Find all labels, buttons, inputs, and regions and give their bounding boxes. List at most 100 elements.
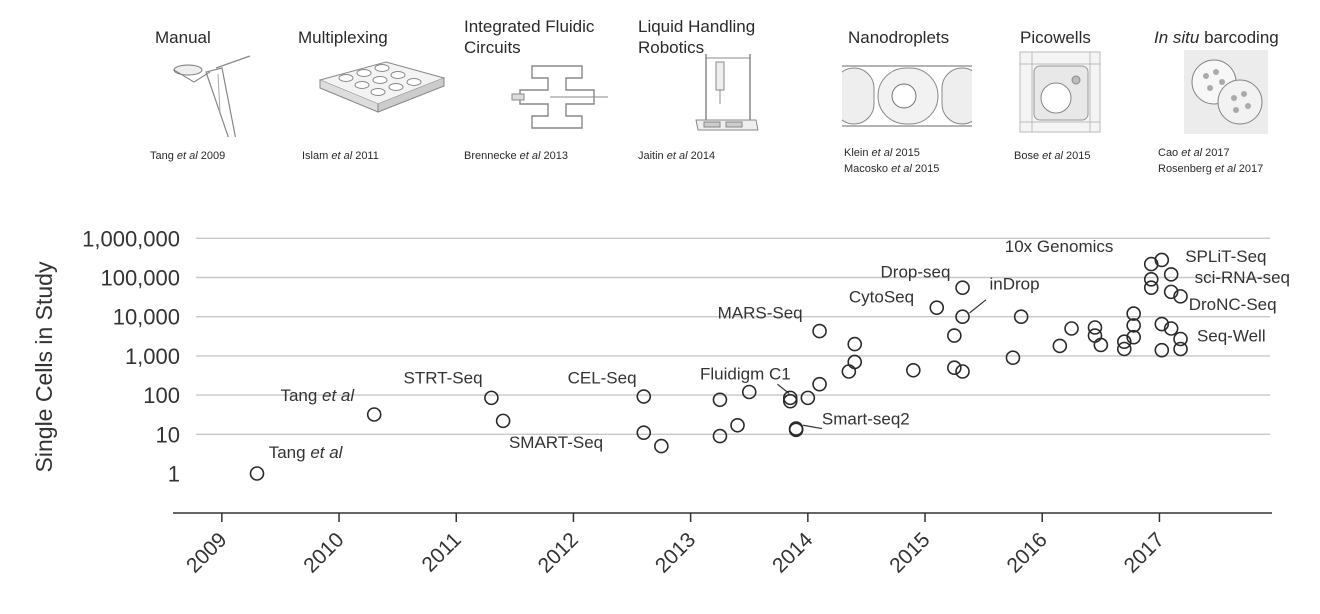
- cells-micrograph-icon: [1184, 50, 1268, 134]
- annotation-label: Tang et al: [280, 386, 355, 405]
- data-point: [812, 323, 827, 339]
- data-point: [782, 393, 798, 409]
- y-tick-label: 100: [143, 383, 180, 408]
- annotation-label: STRT-Seq: [404, 368, 483, 387]
- method-title-line-2: Robotics: [638, 38, 705, 57]
- x-tick-label: 2013: [651, 528, 700, 577]
- x-tick-label: 2009: [182, 528, 231, 577]
- data-point: [1093, 337, 1109, 353]
- y-tick-label: 100,000: [100, 266, 180, 291]
- x-tick-label: 2015: [885, 528, 934, 577]
- method-ref: Brennecke et al 2013: [464, 150, 568, 162]
- method-multiplexing: Multiplexing Islam et al 2011: [298, 0, 446, 190]
- data-point: [730, 417, 745, 433]
- method-ref: Bose et al 2015: [1014, 150, 1091, 162]
- data-point: [1087, 320, 1103, 335]
- data-point: [955, 280, 970, 295]
- method-title: Nanodroplets: [848, 28, 950, 47]
- y-axis-label: Single Cells in Study: [31, 261, 57, 472]
- x-tick-label: 2016: [1002, 528, 1051, 577]
- method-ref-1: Klein et al 2015: [844, 147, 920, 159]
- method-liquid-handling-robotics: Liquid Handling Robotics Jaitin et al 20…: [636, 0, 786, 190]
- multiwell-plate-icon: [318, 61, 446, 113]
- data-point: [1052, 338, 1068, 354]
- data-point: [1154, 252, 1170, 268]
- method-ref: Tang et al 2009: [150, 150, 226, 162]
- leader-line: [803, 424, 823, 430]
- y-tick-label: 1,000,000: [82, 226, 180, 251]
- annotation-label: 10x Genomics: [1005, 237, 1114, 256]
- data-point: [484, 390, 499, 406]
- data-point: [955, 364, 970, 379]
- data-point: [741, 384, 757, 400]
- method-in-situ-barcoding: In situ barcoding Cao et al 2017 Rosenbe…: [1152, 0, 1312, 190]
- data-point: [1005, 350, 1021, 365]
- annotations: Tang et al Tang et al STRT-Seq CEL-Seq SMART…: [269, 237, 1290, 462]
- annotation-label: Smart-seq2: [822, 409, 910, 428]
- method-ref: Jaitin et al 2014: [638, 150, 716, 162]
- annotation-label: DroNC-Seq: [1189, 295, 1277, 314]
- method-picowells: Picowells Bose et al 2015: [1012, 0, 1122, 190]
- x-tick-label: 2012: [534, 528, 583, 577]
- data-point: [1116, 334, 1132, 350]
- data-point: [712, 428, 728, 444]
- droplet-channel-icon: [842, 65, 972, 127]
- data-point: [847, 336, 863, 352]
- y-tick-label: 1: [168, 462, 180, 487]
- y-tick-label: 10,000: [113, 305, 180, 330]
- y-tick-label: 1,000: [125, 344, 180, 369]
- data-point: [1064, 321, 1079, 336]
- fluidic-circuit-icon: [511, 65, 608, 129]
- annotation-label: SMART-Seq: [509, 433, 603, 452]
- data-point: [1154, 342, 1170, 358]
- annotation-label: CEL-Seq: [568, 368, 637, 387]
- data-point: [712, 392, 728, 408]
- method-ref-1: Cao et al 2017: [1158, 147, 1230, 159]
- leader-line: [969, 299, 987, 314]
- data-point: [812, 376, 827, 392]
- annotation-label: Fluidigm C1: [700, 365, 791, 384]
- data-point: [1013, 309, 1029, 325]
- data-point: [1143, 280, 1159, 295]
- data-point: [1173, 341, 1188, 357]
- annotation-label: MARS-Seq: [718, 303, 803, 322]
- liquid-handling-robot-icon: [695, 54, 759, 131]
- data-point: [782, 390, 798, 406]
- annotation-label: CytoSeq: [849, 288, 914, 307]
- annotation-label: sci-RNA-seq: [1195, 268, 1290, 287]
- data-point: [955, 309, 970, 325]
- data-point: [1087, 328, 1103, 343]
- method-title: Multiplexing: [298, 28, 388, 47]
- data-point: [847, 354, 863, 370]
- method-ref-2: Rosenberg et al 2017: [1158, 163, 1264, 175]
- data-point: [654, 438, 669, 454]
- x-tick-labels: 2009 2010 2011 2012 2013 2014 2015 2016 2017: [182, 513, 1169, 578]
- data-point: [947, 328, 962, 343]
- method-ref-2: Macosko et al 2015: [844, 163, 940, 175]
- data-point: [1163, 267, 1179, 282]
- data-point: [1154, 316, 1170, 332]
- method-title: Manual: [155, 28, 211, 47]
- data-point: [1126, 318, 1141, 333]
- x-tick-label: 2017: [1120, 528, 1169, 577]
- data-point: [1126, 306, 1141, 321]
- annotation-label: Drop-seq: [881, 263, 951, 282]
- data-point: [1116, 341, 1132, 357]
- method-title-line-1: Liquid Handling: [638, 17, 756, 36]
- data-point: [1173, 331, 1188, 347]
- pipette-tube-icon: [173, 55, 251, 137]
- annotation-label: SPLiT-Seq: [1185, 247, 1266, 266]
- data-point: [1126, 329, 1141, 345]
- data-point: [1163, 321, 1179, 336]
- data-point: [636, 425, 652, 440]
- data-point: [788, 422, 804, 438]
- x-tick-label: 2014: [768, 528, 818, 578]
- y-tick-labels: 1 10 100 1,000 10,000 100,000 1,000,000: [82, 226, 180, 486]
- data-point: [800, 390, 816, 406]
- method-nanodroplets: Nanodroplets Klein et al 2015 Macosko et…: [842, 0, 982, 190]
- data-point: [636, 389, 652, 404]
- method-title: Picowells: [1020, 28, 1091, 47]
- data-point: [1163, 284, 1179, 300]
- data-points: [249, 252, 1188, 481]
